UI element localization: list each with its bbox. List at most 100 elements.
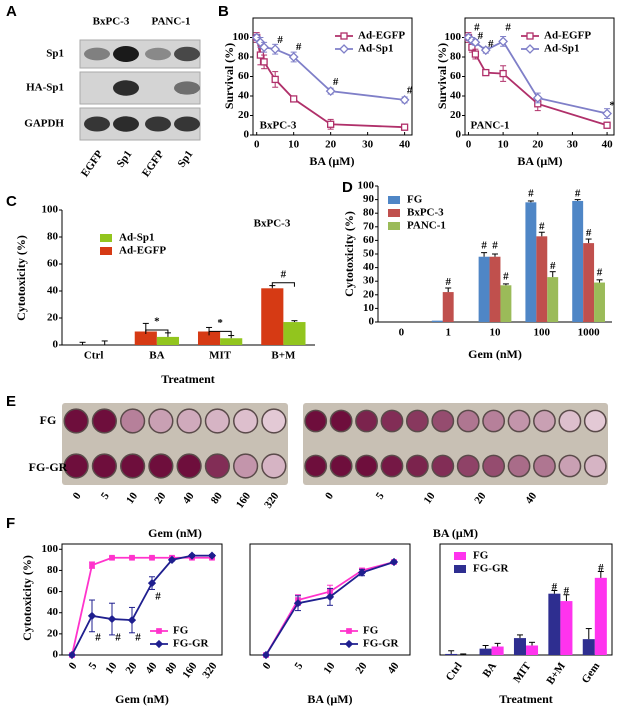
- legend-swatch: [388, 196, 400, 204]
- annotation: #: [474, 21, 480, 33]
- y-tick-label: 40: [363, 261, 375, 273]
- annotation: #: [296, 41, 302, 53]
- plot-frame: [61, 543, 223, 656]
- well: [583, 454, 607, 478]
- blot-band: [174, 81, 200, 95]
- annotation: #: [503, 271, 509, 283]
- chart-note: PANC-1: [471, 120, 510, 132]
- blot-column-label: PANC-1: [152, 16, 191, 28]
- annotation: *: [217, 317, 223, 329]
- x-tick-label: MIT: [209, 350, 232, 362]
- well: [304, 454, 328, 478]
- y-tick-label: 60: [363, 234, 375, 246]
- y-axis-label: Cytotoxicity (%): [14, 235, 28, 321]
- y-tick-label: 0: [456, 129, 462, 141]
- marker: [339, 44, 349, 54]
- x-tick-label: 40: [399, 139, 411, 151]
- y-tick-label: 70: [363, 220, 375, 232]
- well: [204, 408, 230, 434]
- x-tick-label: 10: [498, 139, 510, 151]
- bar: [594, 282, 605, 322]
- y-tick-label: 0: [369, 316, 375, 328]
- annotation: #: [552, 581, 558, 593]
- x-axis-label: BA (μM): [517, 154, 562, 168]
- bar: [197, 331, 221, 345]
- annotation: #: [539, 220, 545, 232]
- y-tick-label: 20: [47, 312, 59, 324]
- annotation: *: [609, 99, 615, 111]
- x-tick-label: B+M: [271, 350, 296, 362]
- marker: [344, 639, 354, 649]
- marker: [109, 554, 115, 561]
- blot-band: [113, 116, 139, 132]
- bar: [536, 236, 548, 322]
- marker: [525, 44, 535, 54]
- bar: [431, 320, 443, 322]
- y-tick-label: 0: [53, 649, 59, 661]
- marker: [67, 650, 77, 660]
- annotation: #: [528, 188, 534, 200]
- bar: [489, 256, 501, 322]
- well: [329, 454, 353, 478]
- well: [261, 408, 287, 434]
- y-tick-label: 10: [363, 302, 375, 314]
- panel-label: A: [6, 3, 17, 20]
- bar: [478, 256, 490, 322]
- well: [456, 409, 480, 433]
- bracket: [208, 330, 232, 336]
- y-tick-label: 60: [450, 70, 462, 82]
- legend-label: Ad-Sp1: [544, 43, 579, 55]
- plate-column-label: 5: [99, 490, 112, 502]
- well: [431, 409, 455, 433]
- marker: [327, 120, 335, 128]
- legend-swatch: [454, 565, 466, 573]
- annotation: #: [575, 188, 581, 200]
- marker: [259, 42, 270, 53]
- y-tick-label: 30: [363, 275, 375, 287]
- annotation: #: [277, 34, 283, 46]
- annotation: #: [597, 267, 603, 279]
- bar: [594, 577, 607, 655]
- legend-swatch: [100, 247, 112, 255]
- plate-axis-label: Gem (nM): [148, 526, 202, 540]
- y-axis-label: Cytotoxicity (%): [342, 211, 356, 297]
- bar: [479, 648, 492, 655]
- marker: [156, 628, 162, 634]
- panel-label: D: [342, 179, 353, 196]
- x-tick-label: 20: [532, 139, 544, 151]
- well: [120, 453, 146, 479]
- blot-band: [174, 116, 200, 132]
- marker: [526, 32, 534, 40]
- y-tick-label: 100: [445, 31, 462, 43]
- plot-frame: [249, 543, 411, 656]
- well: [63, 453, 89, 479]
- bar: [582, 639, 595, 655]
- bar: [583, 243, 595, 322]
- y-tick-label: 40: [47, 606, 59, 618]
- marker: [261, 650, 271, 660]
- x-tick-label: 1: [445, 327, 451, 339]
- x-tick-label: 5: [87, 660, 100, 672]
- blot-band: [113, 80, 139, 96]
- legend-label: FG: [173, 625, 189, 637]
- x-axis-label: BA (μM): [309, 154, 354, 168]
- y-tick-label: 90: [363, 193, 375, 205]
- x-tick-label: 0: [399, 327, 405, 339]
- marker: [107, 614, 117, 624]
- marker: [87, 611, 97, 621]
- marker: [389, 557, 399, 567]
- marker: [129, 554, 135, 561]
- legend-swatch: [388, 209, 400, 217]
- bar: [526, 645, 539, 655]
- marker: [288, 52, 299, 62]
- y-axis-label: Survival (%): [435, 43, 449, 109]
- y-tick-label: 80: [47, 231, 59, 243]
- bar: [442, 292, 454, 322]
- well: [533, 409, 556, 433]
- y-tick-label: 80: [450, 51, 462, 63]
- marker: [207, 551, 217, 560]
- bar: [525, 202, 537, 322]
- marker: [147, 578, 157, 588]
- well: [233, 408, 259, 434]
